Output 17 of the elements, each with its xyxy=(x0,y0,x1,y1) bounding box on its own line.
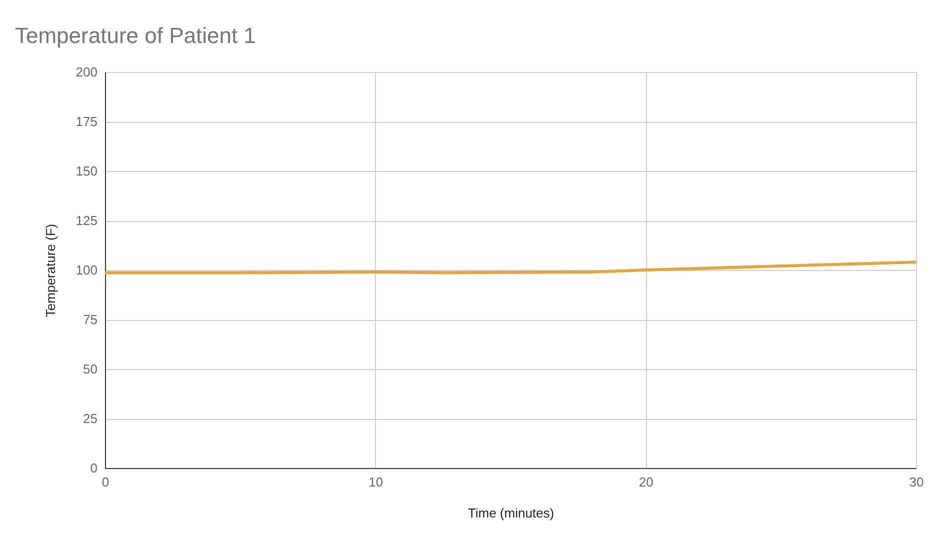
line-series xyxy=(104,260,918,274)
x-tick-label: 20 xyxy=(638,474,654,490)
y-tick-label: 100 xyxy=(76,262,98,278)
y-tick-label: 0 xyxy=(90,460,98,476)
y-tick-label: 175 xyxy=(76,114,98,129)
y-axis-title: Temperature (F) xyxy=(42,224,58,318)
y-tick-label: 75 xyxy=(83,312,98,327)
y-tick-label: 50 xyxy=(83,362,98,376)
chart-title: Temperature of Patient 1 xyxy=(15,23,256,48)
y-tick-label: 125 xyxy=(76,213,98,228)
y-tick-label: 25 xyxy=(83,411,98,426)
y-tick-label: 150 xyxy=(76,164,98,178)
y-tick-label: 200 xyxy=(76,64,98,80)
x-tick-label: 10 xyxy=(368,474,384,490)
x-axis-title: Time (minutes) xyxy=(468,506,554,520)
x-tick-label: 0 xyxy=(102,474,110,490)
x-tick-label: 30 xyxy=(909,474,924,490)
